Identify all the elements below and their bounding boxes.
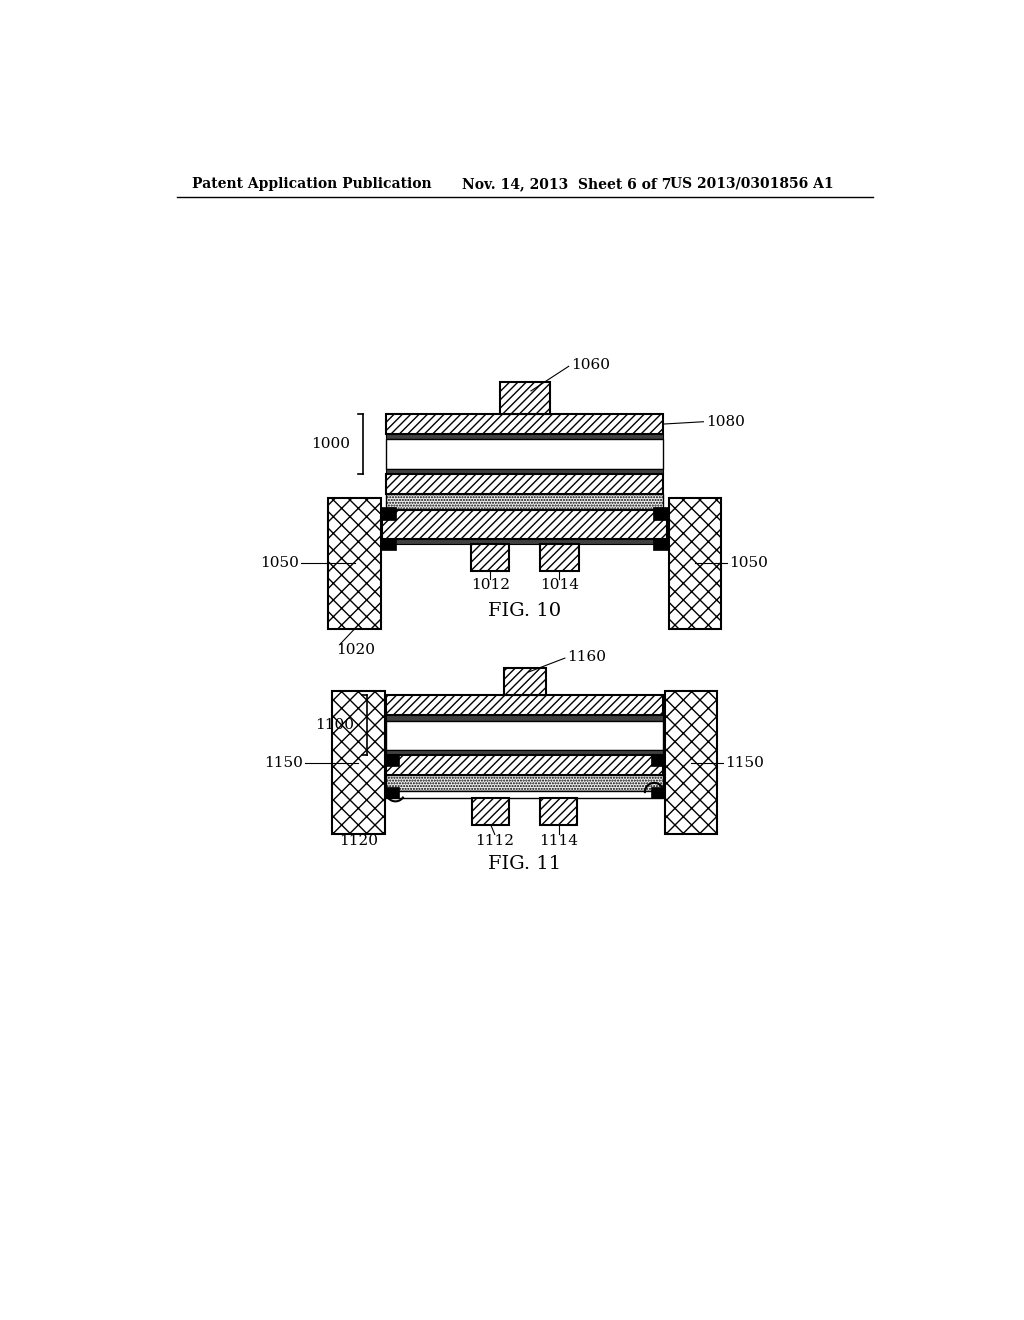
Bar — [382, 539, 668, 544]
Bar — [382, 510, 668, 539]
Text: 1150: 1150 — [264, 756, 303, 770]
Bar — [385, 787, 398, 799]
Text: 1050: 1050 — [260, 557, 299, 570]
Text: 1060: 1060 — [571, 358, 610, 372]
Bar — [653, 539, 669, 549]
Text: 1020: 1020 — [336, 643, 375, 657]
Bar — [329, 498, 381, 628]
Bar — [381, 539, 396, 549]
Text: Nov. 14, 2013  Sheet 6 of 7: Nov. 14, 2013 Sheet 6 of 7 — [462, 177, 671, 191]
Bar — [386, 469, 664, 474]
Bar — [386, 791, 664, 799]
Bar — [651, 755, 665, 766]
Text: FIG. 10: FIG. 10 — [488, 602, 561, 620]
Bar — [653, 507, 669, 520]
Text: 1100: 1100 — [315, 718, 354, 733]
Bar — [386, 755, 664, 775]
Text: 1114: 1114 — [540, 834, 579, 847]
Text: 1014: 1014 — [540, 578, 579, 591]
Bar — [669, 498, 721, 628]
Bar — [386, 440, 664, 469]
Text: 1000: 1000 — [311, 437, 350, 451]
Text: 1112: 1112 — [475, 834, 514, 847]
Bar — [472, 799, 509, 825]
Text: 1080: 1080 — [706, 414, 744, 429]
Bar — [504, 668, 547, 696]
Text: FIG. 11: FIG. 11 — [488, 855, 561, 873]
Bar — [500, 381, 550, 414]
Text: 1050: 1050 — [729, 557, 768, 570]
Bar — [381, 507, 396, 520]
Text: 1160: 1160 — [567, 649, 606, 664]
Text: 1120: 1120 — [339, 834, 378, 847]
Bar — [386, 775, 664, 791]
Text: 1150: 1150 — [725, 756, 764, 770]
Bar — [386, 414, 664, 434]
Bar — [471, 544, 509, 572]
Text: US 2013/0301856 A1: US 2013/0301856 A1 — [670, 177, 834, 191]
Text: 1012: 1012 — [471, 578, 510, 591]
Bar — [333, 692, 385, 834]
Bar — [385, 755, 398, 766]
Bar — [386, 434, 664, 440]
Bar — [665, 692, 717, 834]
Bar — [386, 715, 664, 721]
Bar — [386, 494, 664, 510]
Bar — [386, 721, 664, 750]
Bar — [541, 544, 579, 572]
Bar — [386, 750, 664, 755]
Bar — [651, 787, 665, 799]
Bar — [386, 696, 664, 715]
Bar — [386, 474, 664, 494]
Bar — [541, 799, 578, 825]
Text: Patent Application Publication: Patent Application Publication — [193, 177, 432, 191]
